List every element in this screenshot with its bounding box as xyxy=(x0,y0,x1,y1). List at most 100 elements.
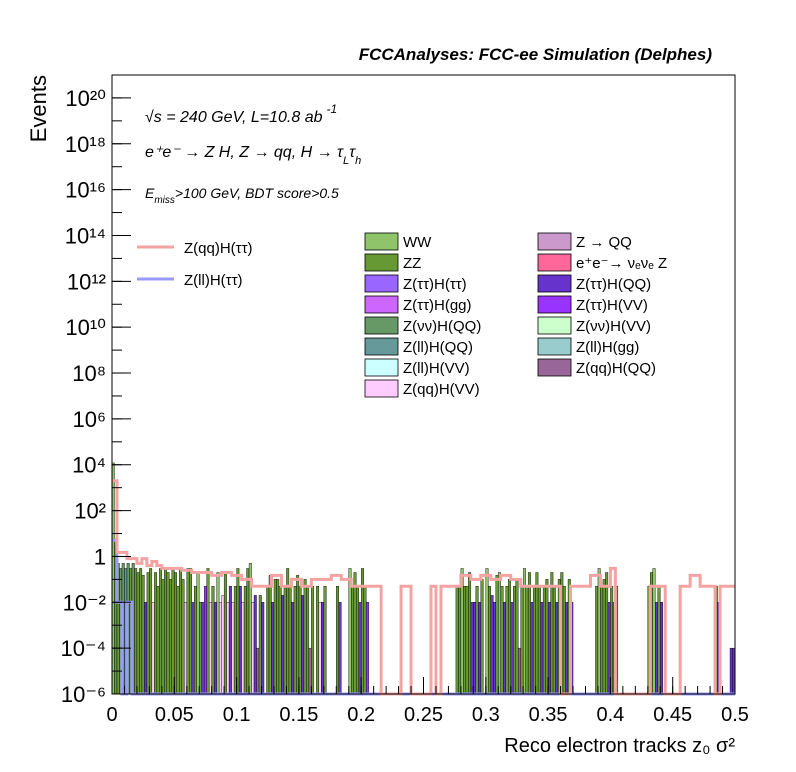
legend-fill-label: Z(qq)H(VV) xyxy=(403,381,480,398)
stack-bar xyxy=(164,568,168,695)
stack-bar xyxy=(186,568,190,695)
stack-bar xyxy=(493,602,496,695)
stack-bar xyxy=(236,568,240,695)
x-tick-label: 0 xyxy=(106,704,117,726)
stack-bar xyxy=(503,602,506,695)
stack-bar xyxy=(208,602,212,695)
stack-bar xyxy=(256,647,260,695)
stack-bar xyxy=(600,586,604,695)
y-axis-title: Events xyxy=(26,75,51,142)
legend-fill-label: Z(νν)H(QQ) xyxy=(403,318,481,335)
legend-fill-swatch xyxy=(537,337,572,356)
y-tick-label: 10¹⁸ xyxy=(65,132,106,157)
stack-bar xyxy=(201,602,205,695)
x-tick-label: 0.1 xyxy=(223,704,251,726)
selection-label: Emiss>100 GeV, BDT score>0.5 xyxy=(145,185,339,206)
frame-layer xyxy=(112,75,735,694)
stack-bar xyxy=(470,602,474,695)
legend-fill-swatch xyxy=(537,274,572,293)
stack-bar xyxy=(475,586,479,695)
stack-bar xyxy=(191,602,195,695)
selection-rest: >100 GeV, BDT score>0.5 xyxy=(175,185,339,201)
stack-bar xyxy=(518,647,521,695)
stack-bar xyxy=(562,586,566,695)
stack-bar xyxy=(206,568,210,695)
stack-bar xyxy=(505,586,509,695)
stack-bar xyxy=(246,568,250,695)
stack-bar xyxy=(271,602,275,695)
legend-fill-label: Z(νν)H(VV) xyxy=(576,318,651,335)
process-sub-l: L xyxy=(343,155,349,167)
stack-bar xyxy=(139,568,143,695)
process-text: e⁺e⁻ → Z H, Z → qq, H → τ xyxy=(145,144,344,161)
x-tick-label: 0.2 xyxy=(347,704,375,726)
legend-fill-swatch xyxy=(537,295,572,314)
stack-bar xyxy=(216,572,220,695)
stack-bar xyxy=(318,602,322,695)
y-tick-label: 10² xyxy=(74,499,106,524)
stack-bar xyxy=(480,579,484,695)
y-tick-label: 10⁻⁴ xyxy=(60,636,106,661)
legend-fill-swatch xyxy=(537,316,572,335)
stack-bar xyxy=(296,575,300,695)
x-tick-label: 0.4 xyxy=(596,704,624,726)
process-label: e⁺e⁻ → Z H, Z → qq, H → τLτh xyxy=(145,144,361,167)
stack-bar xyxy=(268,575,272,695)
stack-bar xyxy=(238,586,242,695)
energy-lumi-label: √s = 240 GeV, L=10.8 ab -1 xyxy=(145,102,337,126)
stack-bar xyxy=(530,602,534,695)
y-tick-label: 10¹² xyxy=(67,269,106,294)
stack-bar xyxy=(241,602,245,695)
stack-bar xyxy=(149,568,153,695)
stack-bar xyxy=(136,572,140,695)
stack-bar xyxy=(655,602,658,695)
stack-bar xyxy=(261,602,265,695)
process-sub-h: h xyxy=(355,155,361,167)
stack-bar xyxy=(336,586,339,695)
stack-bar xyxy=(189,568,192,695)
stack-bar xyxy=(174,572,177,695)
legend-fill-swatch xyxy=(364,295,399,314)
legend-fill-label: Z(ττ)H(QQ) xyxy=(576,276,651,293)
stack-bar xyxy=(181,579,185,695)
stack-bar xyxy=(463,586,467,695)
stack-bar xyxy=(321,602,325,695)
legend-fill-swatch xyxy=(364,358,399,377)
legend-fill-swatch xyxy=(364,232,399,251)
stack-bar xyxy=(311,586,315,695)
stack-bar xyxy=(273,579,277,695)
legend-fill-swatch xyxy=(537,232,572,251)
stack-bar xyxy=(500,586,504,695)
x-tick-label: 0.05 xyxy=(155,704,194,726)
stack-bar xyxy=(525,586,529,695)
stack-bar xyxy=(179,568,182,695)
stack-bar xyxy=(527,572,531,695)
stack-bar xyxy=(365,602,369,695)
stack-bar xyxy=(194,586,197,695)
energy-lumi-text: √s = 240 GeV, L=10.8 ab xyxy=(145,109,323,126)
x-tick-label: 0.15 xyxy=(279,704,318,726)
legend-fill-swatch xyxy=(537,253,572,272)
stack-bar xyxy=(338,602,342,695)
stack-bar xyxy=(166,572,170,695)
stack-bar xyxy=(488,586,491,695)
stack-bar xyxy=(595,586,599,695)
stack-bar xyxy=(221,595,225,695)
y-tick-label: 10⁻⁶ xyxy=(61,682,106,707)
stack-bar xyxy=(353,572,357,695)
stack-bar xyxy=(535,572,539,695)
stack-bar xyxy=(184,602,187,695)
stack-bar xyxy=(243,586,247,695)
stack-bar xyxy=(498,572,501,695)
stack-bar xyxy=(729,647,733,695)
legend-fill-label: ZZ xyxy=(403,255,421,272)
stack-bar xyxy=(223,572,227,695)
stack-bar xyxy=(258,595,262,695)
legend-fill-label: Z → QQ xyxy=(576,234,632,251)
stack-bar xyxy=(510,602,514,695)
stack-bar xyxy=(303,579,307,695)
stack-bar xyxy=(213,602,217,695)
stack-bar xyxy=(301,595,305,695)
stack-bar xyxy=(550,572,554,695)
stack-bar xyxy=(485,568,489,695)
